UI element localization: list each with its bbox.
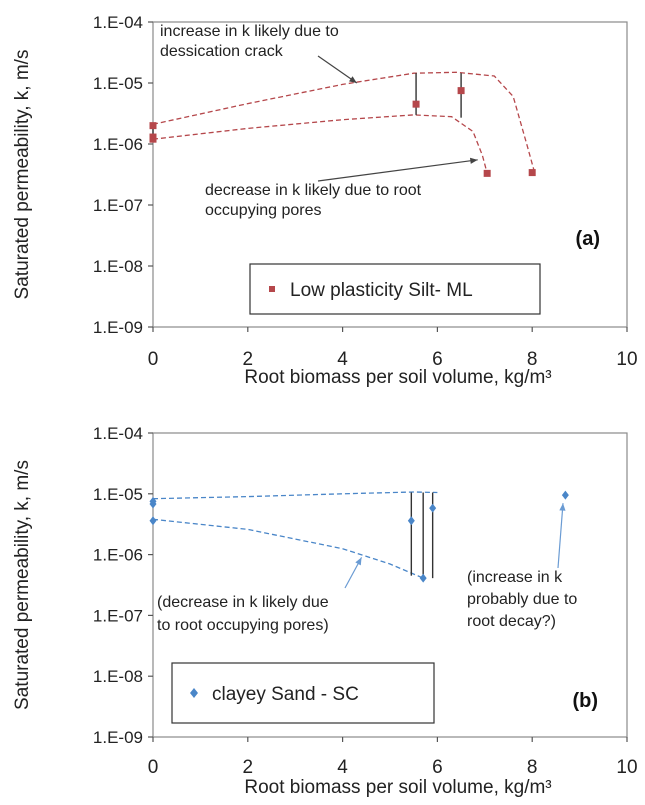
- arrow-head: [355, 557, 362, 566]
- legend-box: [171, 662, 435, 724]
- x-tick-label: 6: [432, 349, 443, 370]
- y-tick-label: 1.E-04: [93, 13, 143, 32]
- y-tick-label: 1.E-07: [93, 196, 143, 215]
- arrow-head: [469, 157, 478, 164]
- annotation-text: root decay?): [467, 613, 556, 630]
- y-tick-label: 1.E-04: [93, 424, 143, 443]
- trend-line: [152, 71, 536, 173]
- plot-frame: [152, 432, 628, 738]
- annotation-arrow: [317, 55, 358, 84]
- legend-label: clayey Sand - SC: [212, 684, 359, 705]
- chart-panel-b: 1.E-09 1.E-08 1.E-07 1.E-06 1.E-05 1.E-04 0 2 4 6…: [12, 424, 638, 798]
- x-tick-label: 10: [616, 349, 637, 370]
- x-axis-label: Root biomass per soil volume, kg/m³: [244, 777, 551, 798]
- annotation-arrow: [557, 503, 564, 569]
- data-point: [457, 87, 465, 95]
- y-tick-label: 1.E-08: [93, 667, 143, 686]
- x-tick-label: 8: [527, 757, 538, 778]
- data-point: [483, 169, 491, 177]
- legend-marker: [190, 688, 198, 698]
- y-tick-label: 1.E-08: [93, 257, 143, 276]
- annotation-text: (decrease in k likely due: [157, 594, 329, 611]
- annotation-text: occupying pores: [205, 202, 322, 219]
- data-point: [149, 499, 157, 509]
- legend-box: [249, 263, 541, 315]
- data-point: [419, 573, 427, 583]
- data-point: [149, 135, 157, 143]
- plot-frame: [152, 21, 628, 328]
- annotation-arrow: [317, 159, 478, 182]
- arrow-head: [348, 76, 357, 83]
- annotation-text: dessication crack: [160, 43, 284, 60]
- x-tick-label: 0: [148, 757, 159, 778]
- y-tick-label: 1.E-09: [93, 728, 143, 747]
- annotation-text: to root occupying pores): [157, 617, 329, 634]
- x-tick-label: 4: [337, 349, 348, 370]
- data-point: [561, 490, 569, 500]
- data-point: [149, 122, 157, 130]
- x-tick-label: 6: [432, 757, 443, 778]
- trend-line: [152, 518, 424, 579]
- x-tick-label: 2: [243, 757, 254, 778]
- y-tick-label: 1.E-06: [93, 546, 143, 565]
- y-tick-label: 1.E-05: [93, 74, 143, 93]
- y-tick-label: 1.E-06: [93, 135, 143, 154]
- x-tick-label: 10: [616, 757, 637, 778]
- annotation-text: decrease in k likely due to root: [205, 182, 422, 199]
- y-axis-label: Saturated permeability, k, m/s: [12, 460, 33, 710]
- data-point: [149, 516, 157, 526]
- y-tick-label: 1.E-05: [93, 485, 143, 504]
- trend-line: [152, 491, 438, 500]
- panel-label: (a): [576, 228, 600, 250]
- y-tick-label: 1.E-09: [93, 318, 143, 337]
- trend-line: [152, 114, 488, 174]
- chart-panel-a: 1.E-09 1.E-08 1.E-07 1.E-06 1.E-05 1.E-04 0 2 4 6…: [12, 13, 638, 388]
- annotation-text: probably due to: [467, 591, 577, 608]
- legend-marker: [269, 286, 275, 292]
- x-tick-label: 0: [148, 349, 159, 370]
- x-axis-label: Root biomass per soil volume, kg/m³: [244, 367, 551, 388]
- annotation-text: (increase in k: [467, 569, 563, 586]
- legend-label: Low plasticity Silt- ML: [290, 280, 473, 301]
- y-axis-label: Saturated permeability, k, m/s: [12, 50, 33, 300]
- data-point: [412, 100, 420, 108]
- y-tick-label: 1.E-07: [93, 606, 143, 625]
- arrow-head: [559, 503, 566, 511]
- data-point: [407, 516, 415, 526]
- x-tick-label: 4: [337, 757, 348, 778]
- x-tick-label: 2: [243, 349, 254, 370]
- x-tick-label: 8: [527, 349, 538, 370]
- data-point: [429, 503, 437, 513]
- panel-label: (b): [572, 690, 598, 712]
- annotation-text: increase in k likely due to: [160, 23, 339, 40]
- data-point: [528, 169, 536, 177]
